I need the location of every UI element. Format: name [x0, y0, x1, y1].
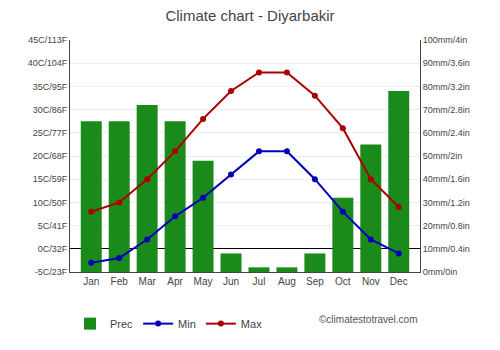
svg-text:80mm/3.2in: 80mm/3.2in [423, 82, 470, 92]
svg-text:©climatestotravel.com: ©climatestotravel.com [319, 314, 418, 325]
svg-text:10C/50F: 10C/50F [33, 198, 68, 208]
svg-text:Oct: Oct [335, 276, 351, 287]
svg-text:Prec: Prec [110, 318, 133, 330]
svg-text:30C/86F: 30C/86F [33, 105, 68, 115]
svg-text:Mar: Mar [139, 276, 157, 287]
svg-text:70mm/2.8in: 70mm/2.8in [423, 105, 470, 115]
svg-text:25C/77F: 25C/77F [33, 128, 68, 138]
svg-text:50mm/2in: 50mm/2in [423, 151, 463, 161]
svg-text:Jul: Jul [253, 276, 266, 287]
svg-text:Max: Max [241, 318, 262, 330]
svg-text:Feb: Feb [111, 276, 129, 287]
svg-text:Dec: Dec [390, 276, 408, 287]
svg-text:Nov: Nov [362, 276, 380, 287]
svg-text:100mm/4in: 100mm/4in [423, 35, 468, 45]
svg-text:15C/59F: 15C/59F [33, 174, 68, 184]
svg-text:Aug: Aug [278, 276, 296, 287]
svg-text:20mm/0.8in: 20mm/0.8in [423, 221, 470, 231]
svg-text:90mm/3.6in: 90mm/3.6in [423, 58, 470, 68]
svg-text:35C/95F: 35C/95F [33, 82, 68, 92]
svg-text:45C/113F: 45C/113F [28, 35, 67, 45]
svg-text:Apr: Apr [167, 276, 183, 287]
svg-text:May: May [194, 276, 213, 287]
svg-text:5C/41F: 5C/41F [38, 221, 68, 231]
svg-text:-5C/23F: -5C/23F [35, 267, 68, 277]
svg-text:40C/104F: 40C/104F [28, 58, 68, 68]
svg-text:40mm/1.6in: 40mm/1.6in [423, 174, 470, 184]
svg-text:0C/32F: 0C/32F [38, 244, 68, 254]
svg-text:Climate chart - Diyarbakir: Climate chart - Diyarbakir [165, 7, 334, 24]
svg-text:60mm/2.4in: 60mm/2.4in [423, 128, 470, 138]
svg-text:20C/68F: 20C/68F [33, 151, 68, 161]
svg-text:Jun: Jun [223, 276, 239, 287]
svg-text:0mm/0in: 0mm/0in [423, 267, 458, 277]
svg-text:10mm/0.4in: 10mm/0.4in [423, 244, 470, 254]
svg-text:Min: Min [178, 318, 196, 330]
svg-text:30mm/1.2in: 30mm/1.2in [423, 198, 470, 208]
svg-text:Sep: Sep [306, 276, 324, 287]
svg-text:Jan: Jan [83, 276, 99, 287]
